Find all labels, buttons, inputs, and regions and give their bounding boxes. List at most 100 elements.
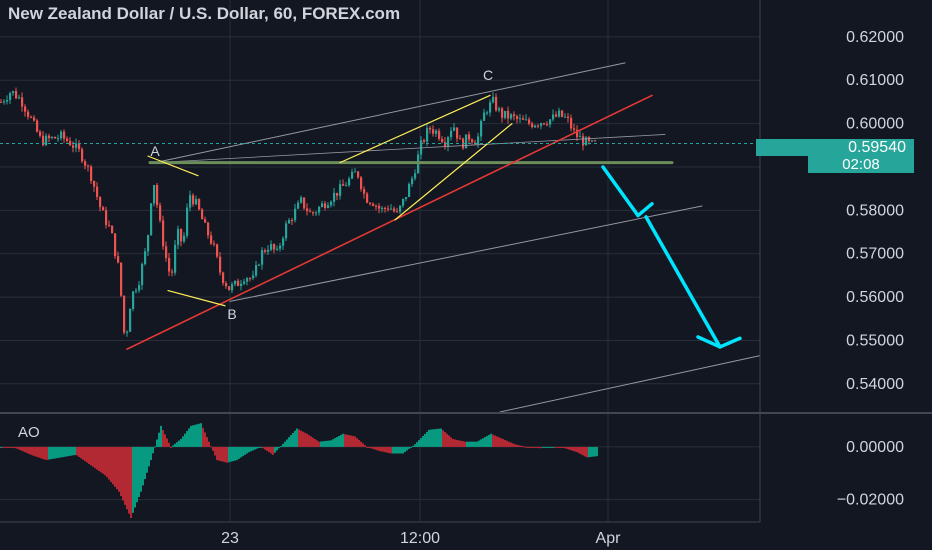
candle [111,225,114,234]
candle-body [174,244,177,273]
candle [246,276,249,286]
candle-body [162,220,165,247]
ao-bar [516,444,518,447]
pattern-point-a: A [150,143,160,159]
ao-bar [236,446,238,461]
ao-bar [370,446,372,449]
ao-bar [238,446,240,459]
ao-bar [430,429,432,447]
candle-body [468,134,471,140]
ao-bar [290,435,292,447]
candle-body [594,140,597,142]
candle-body [66,138,69,142]
candle [465,134,468,149]
candle-body [111,225,114,234]
candle-body [3,101,6,103]
ao-bar [538,446,540,449]
ao-bar [244,446,246,455]
candle [414,169,417,181]
ao-bar [390,446,392,454]
ao-bar [16,446,18,449]
candle [546,121,549,127]
ao-bar [346,434,348,447]
candle [60,129,63,141]
ao-bar [212,446,214,451]
ao-bar [84,446,86,462]
candle-body [183,235,186,242]
candle [156,183,159,209]
candle [51,136,54,140]
ao-bar [366,446,368,448]
candle-body [342,184,345,186]
candle-body [399,205,402,212]
ao-bar [440,428,442,447]
candle [573,123,576,134]
candle [369,202,372,206]
candle-body [261,250,264,265]
candle [198,198,201,211]
ao-bar [204,432,206,447]
ao-bar [308,435,310,447]
candle-body [297,202,300,209]
candle-body [552,114,555,120]
ao-bar [448,435,450,447]
candle [126,330,129,337]
candle-body [213,243,216,245]
ao-bar [8,446,10,448]
candle-body [480,120,483,137]
candle [159,202,162,223]
ao-bar [532,446,534,448]
candle-body [285,223,288,239]
candle [168,253,171,277]
candle-body [381,207,384,209]
ao-bar [166,438,168,447]
ao-bar [66,446,68,457]
candle-body [51,136,54,139]
ao-bar [498,437,500,447]
ao-bar [176,442,178,447]
candle [504,110,507,120]
ao-bar [192,425,194,447]
candle-body [357,171,360,178]
candle [321,200,324,208]
ao-bar [452,439,454,447]
candle [39,129,42,138]
ao-bar [134,446,136,508]
candle [195,195,198,206]
candle-body [324,203,327,208]
candle-body [393,208,396,212]
candle-body [198,199,201,210]
candle-body [72,145,75,148]
candle-body [279,245,282,249]
candle [99,196,102,212]
candle [21,92,24,112]
candle-body [507,110,510,119]
ao-bar [124,446,126,505]
ao-bar [460,440,462,447]
candle-body [246,278,249,282]
ao-bar [182,436,184,447]
ao-bar [488,434,490,447]
candle-body [582,136,585,146]
ao-bar [258,446,260,448]
candle-body [360,177,363,190]
ao-bar [410,446,412,448]
time-tick-label: Apr [596,530,622,547]
candle-body [204,219,207,223]
ao-bar [140,446,142,492]
candle [87,164,90,172]
candle-body [339,184,342,196]
candle [501,106,504,123]
ao-bar [458,440,460,447]
candle-body [165,246,168,259]
ao-bar [360,441,362,447]
ao-bar [228,446,230,463]
candle [285,220,288,242]
candle-body [267,249,270,252]
ao-bar [484,437,486,447]
ao-bar [78,446,80,457]
indicator-label-ao: AO [18,424,40,441]
ao-bar [434,429,436,447]
ao-bar [298,429,300,447]
